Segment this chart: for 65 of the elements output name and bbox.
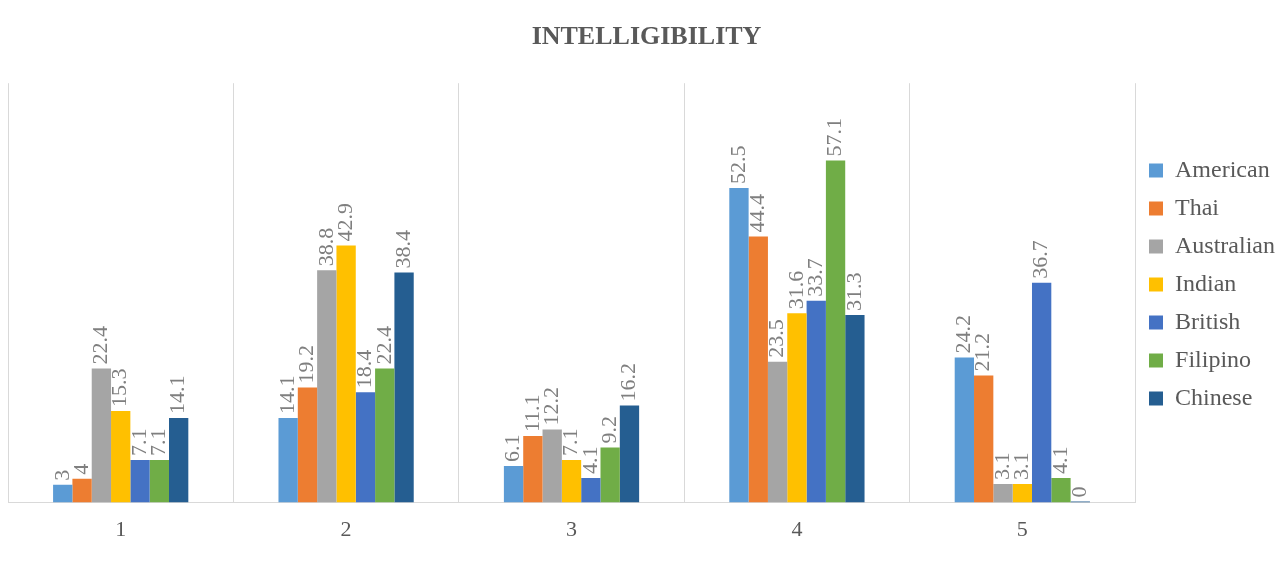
data-label: 14.1 [164, 375, 190, 415]
bar [149, 460, 169, 503]
bar [394, 272, 414, 503]
legend-label: Filipino [1175, 345, 1252, 372]
legend-label: Australian [1175, 231, 1276, 258]
bar [355, 392, 376, 503]
bar [169, 418, 189, 503]
bar [317, 270, 337, 503]
data-label: 57.1 [821, 117, 847, 157]
data-label: 44.4 [744, 194, 770, 233]
bar [954, 357, 975, 503]
bar [619, 405, 640, 503]
bar [806, 300, 826, 503]
bar [523, 436, 543, 503]
bar [503, 466, 524, 503]
data-label: 3 [48, 469, 74, 481]
bar [130, 460, 150, 503]
data-label: 31.3 [840, 272, 866, 312]
data-label: 16.2 [615, 363, 641, 402]
bar [787, 313, 807, 503]
bar [375, 368, 395, 503]
bar [1031, 282, 1052, 503]
bar [748, 236, 768, 503]
bar [542, 429, 562, 503]
bar [825, 160, 846, 503]
bar [581, 478, 601, 503]
data-label: 6.1 [499, 434, 525, 463]
bar [278, 418, 298, 503]
data-label: 9.2 [595, 415, 621, 444]
legend-label: Indian [1175, 269, 1237, 296]
bar [336, 245, 356, 503]
data-label: 38.4 [389, 230, 415, 269]
bar [561, 460, 582, 503]
x-tick-label: 3 [566, 515, 578, 541]
data-label: 36.7 [1027, 240, 1053, 279]
x-tick-label: 5 [1016, 515, 1028, 541]
bar [767, 361, 788, 503]
x-tick-label: 1 [115, 515, 127, 541]
data-label: 52.5 [724, 145, 750, 185]
bar [600, 447, 620, 503]
data-label: 4.1 [1046, 446, 1072, 475]
bar [729, 188, 749, 503]
data-label: 0 [1066, 486, 1092, 498]
bar [974, 375, 994, 503]
bar [111, 410, 131, 503]
data-label: 15.3 [106, 368, 132, 407]
x-tick-label: 4 [791, 515, 803, 541]
bar [53, 484, 73, 503]
x-tick-label: 2 [340, 515, 352, 541]
bar [91, 368, 112, 503]
legend-label: Chinese [1175, 383, 1253, 410]
legend-label: British [1175, 307, 1241, 334]
data-label: 11.1 [518, 394, 544, 433]
data-label: 38.8 [312, 227, 338, 267]
bar [993, 484, 1013, 503]
data-label: 23.5 [763, 319, 789, 358]
bar [845, 315, 865, 503]
data-label: 22.4 [87, 325, 113, 365]
bar [72, 478, 92, 503]
bar [1012, 484, 1032, 503]
legend-label: Thai [1175, 193, 1220, 220]
bar [1051, 478, 1071, 503]
chart-title: INTELLIGIBILITY [531, 21, 762, 51]
bar [297, 387, 318, 503]
legend-label: American [1175, 155, 1270, 182]
